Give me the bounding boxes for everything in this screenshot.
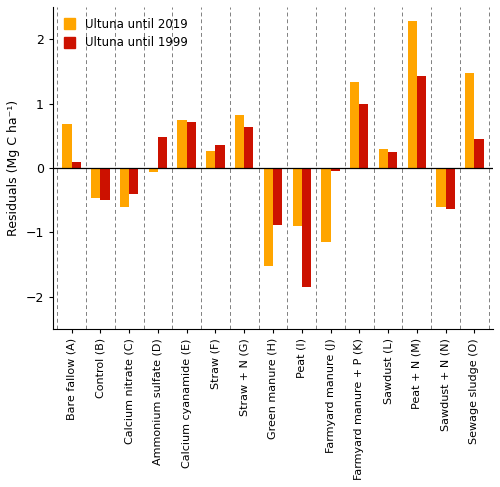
Bar	[379, 149, 388, 168]
Bar	[446, 168, 455, 208]
Bar	[350, 82, 360, 168]
Bar	[100, 168, 110, 200]
Bar	[244, 128, 254, 168]
Legend: Ultuna until 2019, Ultuna until 1999: Ultuna until 2019, Ultuna until 1999	[59, 13, 192, 54]
Bar	[292, 168, 302, 226]
Bar	[474, 139, 484, 168]
Bar	[408, 21, 417, 168]
Bar	[264, 168, 273, 266]
Bar	[129, 168, 138, 194]
Bar	[72, 162, 81, 168]
Bar	[273, 168, 282, 225]
Bar	[158, 137, 167, 168]
Bar	[186, 122, 196, 168]
Bar	[322, 168, 330, 242]
Bar	[178, 120, 186, 168]
Bar	[417, 76, 426, 168]
Bar	[388, 152, 398, 168]
Bar	[91, 168, 101, 198]
Bar	[330, 168, 340, 171]
Bar	[120, 168, 129, 206]
Bar	[465, 74, 474, 168]
Bar	[206, 151, 216, 168]
Bar	[148, 168, 158, 172]
Bar	[216, 145, 224, 168]
Bar	[302, 168, 311, 287]
Y-axis label: Residuals (Mg C ha⁻¹): Residuals (Mg C ha⁻¹)	[7, 100, 20, 236]
Bar	[360, 104, 368, 168]
Bar	[436, 168, 446, 206]
Bar	[235, 115, 244, 168]
Bar	[62, 124, 72, 168]
